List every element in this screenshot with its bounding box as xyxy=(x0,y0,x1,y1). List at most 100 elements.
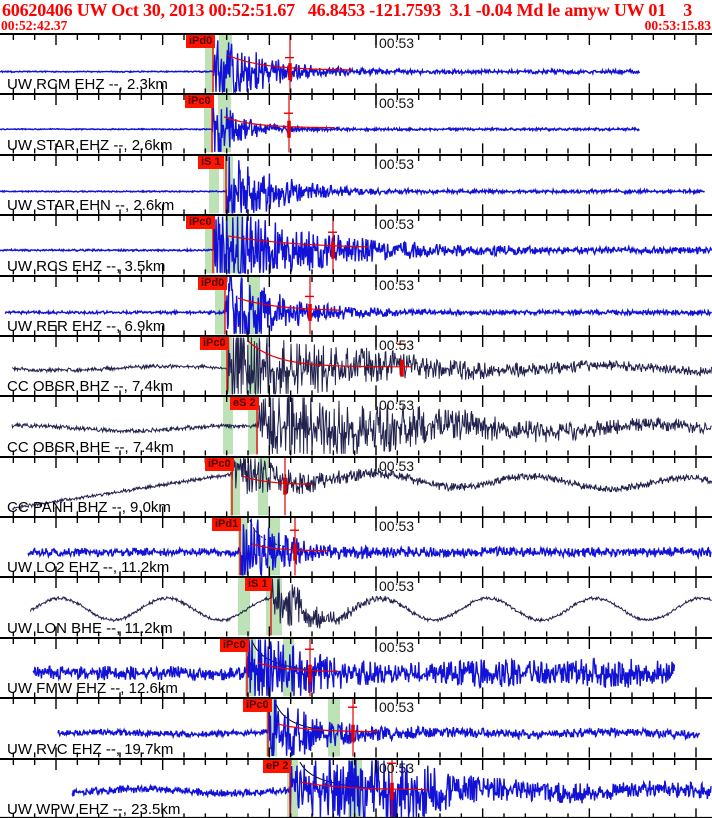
panel-border xyxy=(0,33,712,35)
pick-window-band xyxy=(266,699,277,757)
pick-window-band xyxy=(223,155,233,214)
coda-end-marker[interactable] xyxy=(283,477,287,495)
pick-flag[interactable]: iPc0 xyxy=(186,216,215,230)
window-start-time: 00:52:42.37 xyxy=(1,18,68,33)
waveform-plot[interactable] xyxy=(0,93,712,154)
trace-panel[interactable]: iPc0 00:53 UW RCS EHZ --, 3.5km xyxy=(0,214,712,275)
minute-label: 00:53 xyxy=(379,699,415,716)
coda-envelope-curve xyxy=(299,780,428,790)
pick-flag[interactable]: eS 2 xyxy=(230,397,259,411)
trace-panel[interactable]: iPd1 00:53 UW LO2 EHZ --, 11.2km xyxy=(0,516,712,577)
pick-window-band xyxy=(230,457,240,516)
panel-border xyxy=(0,455,712,458)
pick-flag[interactable]: iPd0 xyxy=(186,35,216,48)
pick-window-band xyxy=(205,35,214,93)
station-label: UW STAR EHN --, 2.6km xyxy=(7,197,175,215)
window-end-time: 00:53:15.83 xyxy=(644,18,711,33)
station-label: UW RCS EHZ --, 3.5km xyxy=(7,257,166,275)
trace-panel[interactable]: iPc0 00:53 UW RVC EHZ --, 19.7km xyxy=(0,697,712,758)
pick-flag[interactable]: iS 1 xyxy=(245,578,271,592)
trace-panel[interactable]: iPc0 00:53 UW FMW EHZ --, 12.6km xyxy=(0,636,712,698)
station-label: UW LO2 EHZ --, 11.2km xyxy=(7,559,170,577)
pick-window-band xyxy=(287,759,298,817)
pick-flag[interactable]: iPc0 xyxy=(220,638,249,652)
minute-label: 00:53 xyxy=(379,95,415,112)
minute-label: 00:53 xyxy=(379,155,415,172)
event-summary-title: 60620406 UW Oct 30, 2013 00:52:51.67 46.… xyxy=(2,0,692,20)
seismogram-trace xyxy=(4,276,712,335)
coda-end-marker[interactable] xyxy=(287,121,291,139)
panel-border xyxy=(0,153,712,156)
trace-panel[interactable]: iPc0 00:53 CC PANH BHZ --, 9.0km xyxy=(0,455,712,517)
pick-flag[interactable]: iPc0 xyxy=(200,336,229,350)
pick-window-band xyxy=(205,216,215,274)
coda-end-marker[interactable] xyxy=(293,543,297,561)
pick-flag[interactable]: iPc0 xyxy=(185,95,214,109)
seismogram-trace xyxy=(27,518,712,577)
coda-end-marker[interactable] xyxy=(308,664,312,682)
pick-flag[interactable]: iPc0 xyxy=(205,457,234,471)
trace-panel[interactable]: eP 2 00:53 UW WPW EHZ --, 23.5km xyxy=(0,757,712,818)
pick-flag[interactable]: iS 1 xyxy=(198,155,224,169)
station-label: CC PANH BHZ --, 9.0km xyxy=(7,499,171,517)
waveform-plot[interactable] xyxy=(0,636,712,698)
seismogram-trace xyxy=(57,699,701,757)
trace-panel[interactable]: iPc0 00:53 CC OBSR BHZ --, 7.4km xyxy=(0,334,712,396)
coda-end-marker[interactable] xyxy=(308,303,312,321)
waveform-plot[interactable] xyxy=(0,334,712,396)
coda-envelope-curve xyxy=(223,116,334,129)
coda-end-marker[interactable] xyxy=(351,724,355,742)
waveform-plot[interactable] xyxy=(0,757,712,818)
coda-envelope-curve xyxy=(227,235,368,248)
seismogram-trace xyxy=(11,397,712,455)
station-label: UW FMW EHZ --, 12.6km xyxy=(7,680,178,698)
waveform-plot[interactable] xyxy=(0,576,712,637)
waveform-plot[interactable] xyxy=(0,153,712,215)
trace-panel-stack: iPd0 00:53 UW RCM EHZ --, 2.3km iPc0 00:53 UW… xyxy=(0,33,712,818)
minute-label: 00:53 xyxy=(379,759,415,776)
waveform-plot[interactable] xyxy=(0,516,712,577)
seismogram-trace xyxy=(11,457,712,510)
trace-panel[interactable]: iS 1 00:53 UW LON BHE --, 11.2km xyxy=(0,576,712,637)
station-label: CC OBSR BHE --, 7.4km xyxy=(7,438,174,456)
waveform-plot[interactable] xyxy=(0,455,712,517)
station-label: UW RER EHZ --, 6.9km xyxy=(7,317,166,335)
waveform-plot[interactable] xyxy=(0,697,712,758)
minute-label: 00:53 xyxy=(379,397,415,414)
trace-panel[interactable]: iPd0 00:53 UW RCM EHZ --, 2.3km xyxy=(0,33,712,94)
coda-envelope-curve xyxy=(277,723,378,733)
coda-envelope-curve xyxy=(247,340,412,368)
coda-end-marker[interactable] xyxy=(400,359,404,377)
trace-panel[interactable]: eS 2 00:53 CC OBSR BHE --, 7.4km xyxy=(0,395,712,456)
panel-border xyxy=(0,334,712,337)
waveform-plot[interactable] xyxy=(0,33,712,94)
coda-end-marker[interactable] xyxy=(288,63,292,81)
panel-border xyxy=(0,636,712,639)
pick-flag[interactable]: iPc0 xyxy=(243,699,272,713)
pick-window-band xyxy=(204,95,213,153)
trace-panel[interactable]: iPc0 00:53 UW STAR EHZ --, 2.6km xyxy=(0,93,712,154)
minute-label: 00:53 xyxy=(379,216,415,233)
pick-window-band xyxy=(283,638,294,697)
minute-label: 00:53 xyxy=(379,638,415,655)
coda-envelope-curve xyxy=(251,543,328,552)
waveform-plot[interactable] xyxy=(0,274,712,336)
coda-end-marker[interactable] xyxy=(390,782,394,800)
pick-flag[interactable]: iPd1 xyxy=(212,518,242,532)
station-label: UW STAR EHZ --, 2.6km xyxy=(7,136,173,154)
pick-flag[interactable]: eP 2 xyxy=(263,759,292,773)
waveform-plot[interactable] xyxy=(0,214,712,275)
pick-window-band xyxy=(248,336,258,395)
station-label: UW RCM EHZ --, 2.3km xyxy=(7,76,168,94)
panel-border xyxy=(0,214,712,217)
seismogram-trace xyxy=(11,337,712,396)
trace-panel[interactable]: iS 1 00:53 UW STAR EHN --, 2.6km xyxy=(0,153,712,215)
panel-border xyxy=(0,395,712,398)
pick-flag[interactable]: iPd0 xyxy=(198,276,228,290)
trace-panel[interactable]: iPd0 00:53 UW RER EHZ --, 6.9km xyxy=(0,274,712,336)
station-label: UW WPW EHZ --, 23.5km xyxy=(7,800,181,818)
seismogram-trace xyxy=(0,40,641,94)
minute-label: 00:53 xyxy=(379,578,415,595)
coda-end-marker[interactable] xyxy=(331,241,335,259)
